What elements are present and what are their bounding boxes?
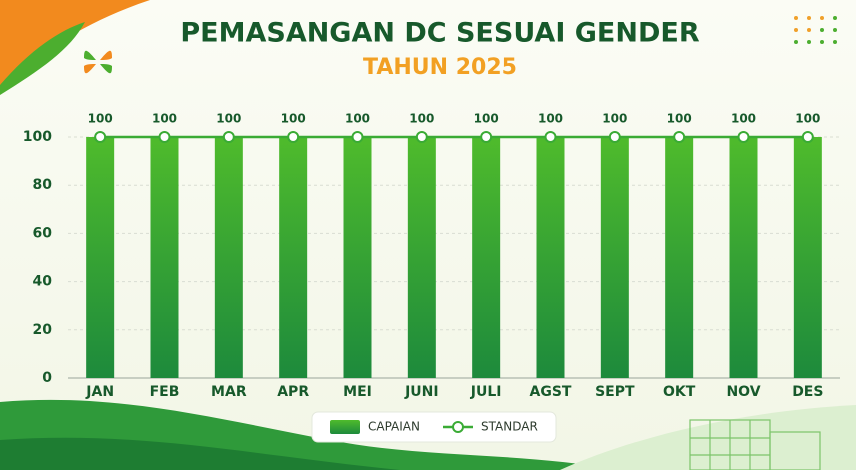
x-tick-label: DES	[792, 384, 823, 400]
line-marker	[673, 131, 686, 143]
bar	[600, 137, 629, 378]
line-marker	[94, 131, 107, 143]
x-tick-label: AGST	[530, 384, 572, 400]
legend-label: CAPAIAN	[368, 420, 420, 434]
x-tick-label: NOV	[726, 384, 760, 400]
legend-swatch	[330, 420, 360, 434]
y-tick-label: 40	[33, 274, 53, 290]
data-label: 100	[795, 112, 820, 126]
plot-area: 0 20 40 60 80 100 JAN FEB MAR APR MEI JUNI JULI AGST S…	[23, 112, 840, 400]
data-label: 100	[152, 112, 177, 126]
bar	[536, 137, 565, 378]
line-marker	[480, 131, 493, 143]
legend-label: STANDAR	[481, 420, 538, 434]
legend: CAPAIAN STANDAR	[311, 411, 557, 443]
corner-swoosh-green	[0, 22, 85, 95]
x-tick-label: SEPT	[595, 384, 635, 400]
y-tick-label: 60	[33, 225, 53, 241]
bar	[214, 137, 243, 378]
x-tick-label: MAR	[211, 384, 247, 400]
line-marker	[801, 131, 814, 143]
dots-decoration	[794, 16, 837, 44]
corner-swoosh-orange	[0, 0, 150, 90]
y-tick-label: 100	[23, 129, 52, 145]
data-label: 100	[216, 112, 241, 126]
y-tick-label: 0	[42, 370, 52, 386]
bar	[343, 137, 372, 378]
data-label: 100	[281, 112, 306, 126]
data-label: 100	[667, 112, 692, 126]
x-tick-label: MEI	[343, 384, 372, 400]
data-label: 100	[88, 112, 113, 126]
bar	[279, 137, 308, 378]
x-tick-label: JULI	[470, 384, 502, 400]
y-tick-label: 20	[33, 322, 53, 338]
bar	[665, 137, 694, 378]
line-marker	[415, 131, 428, 143]
line-marker	[737, 131, 750, 143]
chart-subtitle: TAHUN 2025	[363, 55, 517, 80]
bar	[150, 137, 179, 378]
bar	[729, 137, 758, 378]
bar	[793, 137, 822, 378]
bottom-wave-dark	[0, 437, 400, 470]
line-marker	[544, 131, 557, 143]
bar	[86, 137, 115, 378]
x-tick-label: OKT	[663, 384, 696, 400]
line-marker	[222, 131, 235, 143]
chart-title: PEMASANGAN DC SESUAI GENDER	[180, 18, 699, 49]
x-tick-label: FEB	[150, 384, 180, 400]
x-tick-label: JAN	[85, 384, 114, 400]
data-label: 100	[602, 112, 627, 126]
logo	[84, 50, 112, 74]
data-label: 100	[345, 112, 370, 126]
bar	[472, 137, 501, 378]
line-marker	[351, 131, 364, 143]
data-label: 100	[474, 112, 499, 126]
line-marker	[287, 131, 300, 143]
y-tick-label: 80	[33, 177, 53, 193]
data-label: 100	[409, 112, 434, 126]
legend-box	[311, 411, 557, 443]
bar	[407, 137, 436, 378]
x-tick-label: APR	[277, 384, 309, 400]
line-marker	[608, 131, 621, 143]
legend-marker	[452, 421, 464, 433]
x-tick-label: JUNI	[404, 384, 439, 400]
data-label: 100	[731, 112, 756, 126]
data-label: 100	[538, 112, 563, 126]
building-sketch	[689, 419, 821, 470]
line-marker	[158, 131, 171, 143]
